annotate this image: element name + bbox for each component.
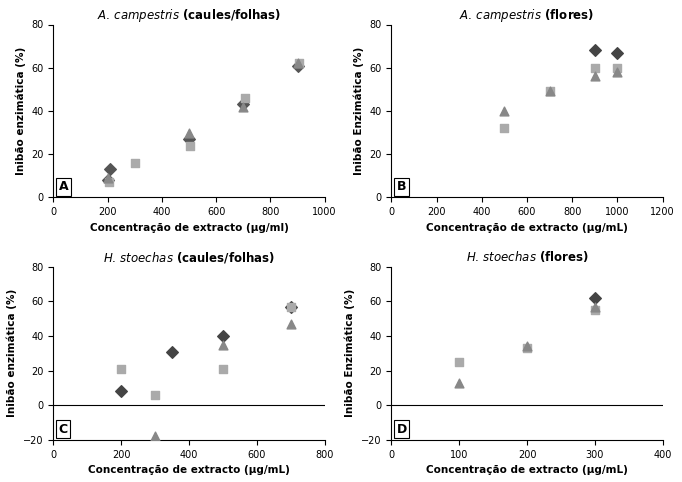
X-axis label: Concentração de extracto (µg/mL): Concentração de extracto (µg/mL) <box>426 223 628 233</box>
X-axis label: Concentração de extracto (µg/ml): Concentração de extracto (µg/ml) <box>89 223 288 233</box>
Y-axis label: Inibão enzimática (%): Inibão enzimática (%) <box>7 289 18 417</box>
Title: $\mathit{H.\,stoechas}$ (flores): $\mathit{H.\,stoechas}$ (flores) <box>466 249 589 264</box>
Point <box>285 303 296 310</box>
Y-axis label: Inibão Enzimática (%): Inibão Enzimática (%) <box>345 289 355 417</box>
Point <box>218 341 228 348</box>
Point <box>129 159 140 167</box>
Point <box>239 94 250 102</box>
Point <box>185 142 196 149</box>
Title: $\mathit{H.\,stoechas}$ (caules/folhas): $\mathit{H.\,stoechas}$ (caules/folhas) <box>103 250 275 265</box>
Point <box>612 68 623 76</box>
X-axis label: Concentração de extracto (µg/mL): Concentração de extracto (µg/mL) <box>426 465 628 475</box>
Point <box>589 72 600 80</box>
Point <box>589 294 600 302</box>
Text: A: A <box>59 180 68 193</box>
Point <box>589 64 600 72</box>
Title: $\mathit{A.\,campestris}$ (caules/folhas): $\mathit{A.\,campestris}$ (caules/folhas… <box>97 7 281 24</box>
Point <box>116 365 127 373</box>
Text: C: C <box>59 423 68 436</box>
Y-axis label: Inibão enzimática (%): Inibão enzimática (%) <box>15 47 25 175</box>
Title: $\mathit{A.\,campestris}$ (flores): $\mathit{A.\,campestris}$ (flores) <box>460 7 595 24</box>
Point <box>544 88 555 95</box>
Point <box>166 348 177 355</box>
Point <box>589 306 600 314</box>
Text: B: B <box>397 180 406 193</box>
Point <box>499 124 510 132</box>
Point <box>292 60 303 67</box>
Point <box>612 49 623 56</box>
Point <box>499 107 510 115</box>
Point <box>589 47 600 54</box>
Point <box>238 101 249 108</box>
Point <box>292 62 303 69</box>
Point <box>105 165 116 173</box>
Point <box>522 343 533 350</box>
Point <box>183 129 194 136</box>
Point <box>612 64 623 72</box>
Point <box>149 391 160 399</box>
Point <box>238 103 249 110</box>
Point <box>454 379 464 387</box>
Point <box>183 135 194 143</box>
Point <box>149 432 160 440</box>
Text: D: D <box>397 423 407 436</box>
X-axis label: Concentração de extracto (µg/mL): Concentração de extracto (µg/mL) <box>88 465 290 475</box>
Point <box>285 320 296 328</box>
Point <box>102 176 113 184</box>
Point <box>102 174 113 182</box>
Y-axis label: Inibão Enzimática (%): Inibão Enzimática (%) <box>353 47 364 175</box>
Point <box>104 178 115 186</box>
Point <box>218 365 228 373</box>
Point <box>293 60 304 67</box>
Point <box>589 303 600 310</box>
Point <box>544 88 555 95</box>
Point <box>116 388 127 395</box>
Point <box>522 344 533 352</box>
Point <box>218 332 228 340</box>
Point <box>285 303 296 310</box>
Point <box>454 358 464 366</box>
